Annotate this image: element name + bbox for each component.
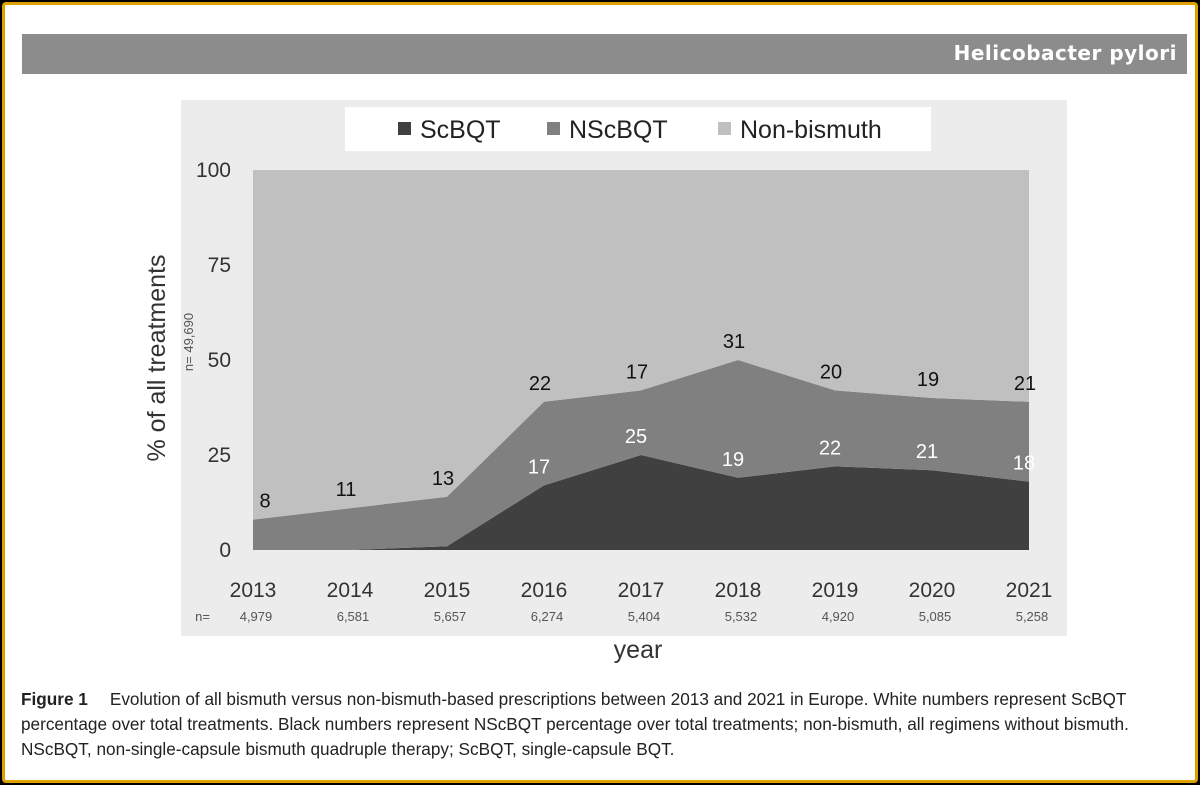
x-tick-label: 2014 xyxy=(327,579,374,602)
legend-swatch-scbqt xyxy=(398,122,411,135)
y-tick-label: 50 xyxy=(208,349,231,372)
n-value-label: 5,404 xyxy=(628,609,661,624)
caption-text: Evolution of all bismuth versus non-bism… xyxy=(21,689,1129,759)
x-tick-label: 2016 xyxy=(521,579,568,602)
legend-box xyxy=(345,107,931,151)
y-tick-label: 75 xyxy=(208,254,231,277)
black-data-label: 31 xyxy=(723,331,745,353)
white-data-label: 21 xyxy=(916,441,938,463)
header-bar: Helicobacter pylori xyxy=(22,34,1187,74)
x-tick-label: 2017 xyxy=(618,579,665,602)
white-data-label: 19 xyxy=(722,449,744,471)
n-value-label: 4,979 xyxy=(240,609,273,624)
legend-label-scbqt: ScBQT xyxy=(420,116,501,144)
black-data-label: 8 xyxy=(259,491,270,513)
n-value-label: 5,657 xyxy=(434,609,467,624)
legend-swatch-non-bismuth xyxy=(718,122,731,135)
area-nscbqt xyxy=(253,360,1029,550)
y-axis-note: n= 49,690 xyxy=(181,313,196,371)
legend-label-nscbqt: NScBQT xyxy=(569,116,668,144)
figure-label: Figure 1 xyxy=(21,689,88,709)
y-tick-label: 0 xyxy=(219,539,231,562)
y-tick-label: 25 xyxy=(208,444,231,467)
x-tick-label: 2018 xyxy=(715,579,762,602)
x-tick-label: 2013 xyxy=(230,579,277,602)
n-value-label: 5,258 xyxy=(1016,609,1049,624)
figure-caption: Figure 1 Evolution of all bismuth versus … xyxy=(21,687,1191,762)
black-data-label: 17 xyxy=(626,361,648,383)
stacked-area-chart: 025507510020134,97920146,58120155,657201… xyxy=(143,107,1053,664)
n-value-label: 6,274 xyxy=(531,609,564,624)
n-value-label: 5,532 xyxy=(725,609,758,624)
legend-swatch-nscbqt xyxy=(547,122,560,135)
area-non-bismuth xyxy=(253,170,1029,520)
y-axis-label: % of all treatments xyxy=(143,254,171,461)
header-title: Helicobacter pylori xyxy=(953,41,1177,65)
y-tick-label: 100 xyxy=(196,159,231,182)
n-value-label: 6,581 xyxy=(337,609,370,624)
white-data-label: 25 xyxy=(625,426,647,448)
white-data-label: 22 xyxy=(819,437,841,459)
white-data-label: 18 xyxy=(1013,453,1035,475)
legend-label-non-bismuth: Non-bismuth xyxy=(740,116,882,144)
x-tick-label: 2020 xyxy=(909,579,956,602)
black-data-label: 22 xyxy=(529,373,551,395)
x-axis-label: year xyxy=(614,636,663,664)
x-tick-label: 2019 xyxy=(812,579,859,602)
area-scbqt xyxy=(253,455,1029,550)
black-data-label: 19 xyxy=(917,369,939,391)
x-tick-label: 2015 xyxy=(424,579,471,602)
black-data-label: 20 xyxy=(820,361,842,383)
n-value-label: 4,920 xyxy=(822,609,855,624)
black-data-label: 13 xyxy=(432,468,454,490)
n-prefix-label: n= xyxy=(195,609,210,624)
black-data-label: 11 xyxy=(336,479,357,501)
n-value-label: 5,085 xyxy=(919,609,952,624)
x-tick-label: 2021 xyxy=(1006,579,1053,602)
black-data-label: 21 xyxy=(1014,373,1036,395)
white-data-label: 17 xyxy=(528,456,550,478)
